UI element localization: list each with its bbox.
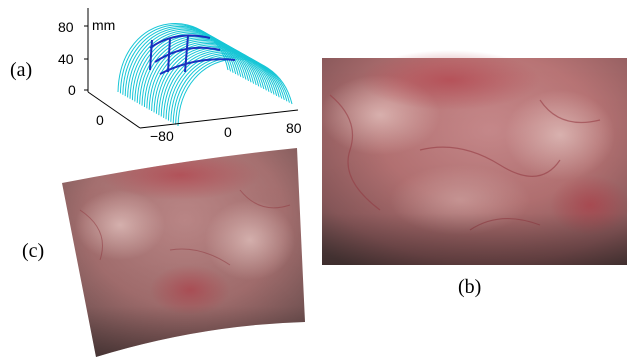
mesh-arc — [146, 40, 260, 109]
panel-label-c: (c) — [22, 240, 45, 262]
y-tick-0: 0 — [96, 112, 104, 128]
overlay-contour-1 — [149, 34, 211, 49]
mesh-arc — [177, 58, 293, 127]
mesh-arc — [155, 45, 270, 114]
x-tick-0: 0 — [224, 124, 232, 140]
mesh-arc — [151, 42, 265, 112]
cylinder-mesh — [117, 23, 293, 127]
overlay-contours — [149, 34, 236, 75]
mesh-arc — [139, 35, 252, 105]
mesh-arc — [175, 57, 290, 125]
panel-a-plot: mm 80 40 0 0 −80 0 80 — [58, 8, 302, 144]
panel-label-a: (a) — [10, 59, 33, 81]
z-tick-80: 80 — [58, 19, 74, 35]
mesh-arc — [148, 41, 262, 110]
mesh-arc — [172, 55, 288, 124]
mesh-arc — [141, 37, 255, 106]
z-tick-0: 0 — [68, 82, 76, 98]
panel-label-b: (b) — [458, 276, 482, 298]
mesh-arc — [165, 51, 280, 120]
panel-b-image — [320, 50, 630, 265]
y-axis — [87, 91, 141, 129]
overlay-contour-5 — [167, 37, 171, 73]
x-tick-80: 80 — [286, 120, 302, 136]
overlay-contour-6 — [184, 35, 189, 73]
overlay-contour-4 — [149, 39, 153, 71]
overlay-contour-3 — [159, 58, 236, 75]
unit-label: mm — [92, 17, 115, 33]
mesh-arc — [153, 44, 267, 113]
mesh-arc — [163, 50, 278, 118]
z-tick-40: 40 — [58, 51, 74, 67]
mesh-arc — [167, 52, 283, 121]
x-tick-neg80: −80 — [150, 128, 174, 144]
mesh-arc — [143, 38, 257, 107]
panel-c-image — [62, 148, 305, 357]
mesh-arc — [170, 54, 285, 122]
axes — [84, 8, 299, 129]
x-axis — [139, 109, 299, 129]
